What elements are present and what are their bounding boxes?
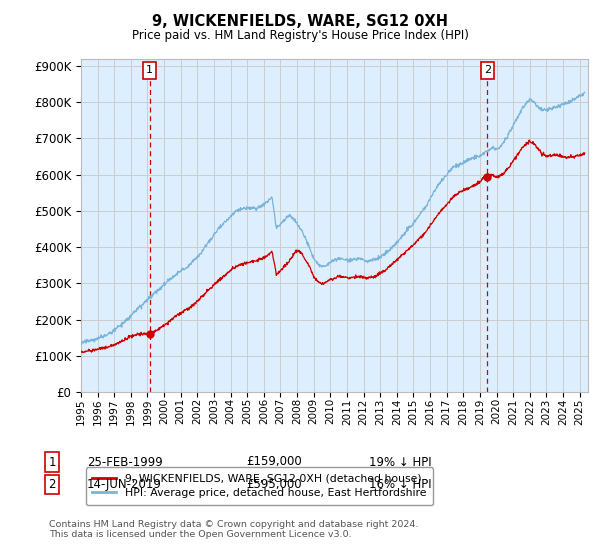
- Text: £159,000: £159,000: [246, 455, 302, 469]
- Text: 1: 1: [146, 66, 153, 76]
- Text: 9, WICKENFIELDS, WARE, SG12 0XH: 9, WICKENFIELDS, WARE, SG12 0XH: [152, 14, 448, 29]
- Text: 25-FEB-1999: 25-FEB-1999: [87, 455, 163, 469]
- Text: Price paid vs. HM Land Registry's House Price Index (HPI): Price paid vs. HM Land Registry's House …: [131, 29, 469, 42]
- Legend: 9, WICKENFIELDS, WARE, SG12 0XH (detached house), HPI: Average price, detached h: 9, WICKENFIELDS, WARE, SG12 0XH (detache…: [86, 468, 433, 505]
- Text: 2: 2: [49, 478, 56, 491]
- Text: 19% ↓ HPI: 19% ↓ HPI: [369, 455, 431, 469]
- Text: 2: 2: [484, 66, 491, 76]
- Text: £595,000: £595,000: [246, 478, 302, 491]
- Text: 14-JUN-2019: 14-JUN-2019: [87, 478, 162, 491]
- Text: 1: 1: [49, 455, 56, 469]
- Text: 16% ↓ HPI: 16% ↓ HPI: [369, 478, 431, 491]
- Text: Contains HM Land Registry data © Crown copyright and database right 2024.
This d: Contains HM Land Registry data © Crown c…: [49, 520, 419, 539]
